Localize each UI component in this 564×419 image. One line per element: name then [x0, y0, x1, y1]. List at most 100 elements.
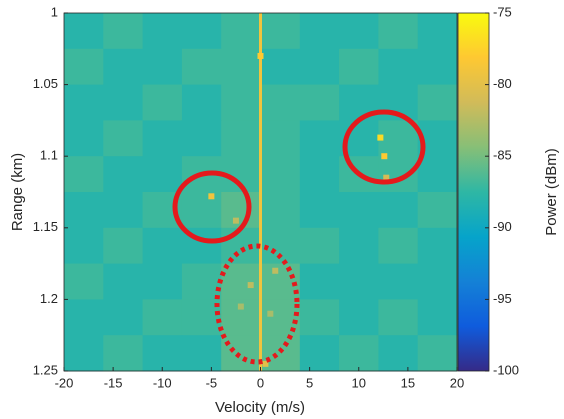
hot-spot: [381, 153, 388, 160]
heat-cell: [181, 192, 222, 229]
hot-spot: [272, 267, 279, 274]
colorbar-label: Power (dBm): [543, 148, 560, 236]
heat-cell: [142, 227, 183, 265]
heat-cell: [339, 227, 379, 265]
colorbar-tick-label: -85: [493, 148, 512, 163]
hot-spot: [262, 360, 269, 367]
heat-cell: [339, 263, 379, 300]
heat-cell: [260, 13, 301, 50]
x-tick-label: 15: [401, 375, 415, 390]
heat-cell: [142, 299, 183, 336]
heat-cell: [181, 48, 222, 86]
heat-cell: [64, 120, 104, 157]
colorbar-tick-label: -90: [493, 219, 512, 234]
heat-cell: [103, 84, 144, 121]
heat-cell: [417, 48, 458, 86]
heat-cell: [378, 335, 419, 372]
heat-cell: [181, 120, 222, 157]
heat-cell: [142, 84, 183, 121]
y-tick-label: 1.2: [40, 291, 58, 306]
heat-cell: [417, 192, 458, 229]
heat-cell: [221, 263, 261, 300]
heat-cell: [142, 156, 183, 193]
heat-cell: [417, 335, 458, 372]
colorbar: [457, 12, 490, 372]
heat-cell: [378, 13, 419, 50]
dashed-annotation: [214, 243, 300, 365]
heat-cell: [64, 84, 104, 121]
heat-cell: [103, 120, 144, 157]
heat-cell: [417, 156, 458, 193]
heat-cell: [260, 48, 301, 86]
heat-cell: [64, 156, 104, 193]
heat-cell: [103, 13, 144, 50]
y-tick-label: 1: [51, 4, 58, 19]
heat-cell: [142, 120, 183, 157]
x-tick-label: -20: [55, 375, 74, 390]
heat-cell: [142, 335, 183, 372]
heat-cell: [64, 335, 104, 372]
x-tick-label: -5: [206, 375, 218, 390]
hot-spot: [377, 134, 384, 141]
colorbar-tick-label: -75: [493, 4, 512, 19]
x-tick-label: 0: [257, 375, 264, 390]
heat-cell: [339, 299, 379, 336]
hot-spot: [247, 282, 254, 289]
x-tick-label: 20: [450, 375, 464, 390]
annotations: [172, 109, 426, 365]
heat-cell: [260, 120, 301, 157]
heat-cell: [221, 13, 261, 50]
heat-cell: [260, 156, 301, 193]
heat-cell: [417, 84, 458, 121]
x-tick-label: 10: [352, 375, 366, 390]
circle-annotation: [342, 109, 426, 185]
heat-cell: [339, 48, 379, 86]
heat-cell: [299, 120, 340, 157]
heat-cell: [103, 335, 144, 372]
heat-cell: [378, 192, 419, 229]
heat-cell: [299, 13, 340, 50]
heat-cell: [181, 263, 222, 300]
heat-cell: [221, 192, 261, 229]
y-tick-label: 1.15: [33, 219, 58, 234]
heat-cell: [103, 48, 144, 86]
heat-cell: [221, 227, 261, 265]
heat-cell: [260, 263, 301, 300]
heat-cell: [64, 192, 104, 229]
heat-cell: [103, 227, 144, 265]
heat-cell: [260, 84, 301, 121]
x-tick-label: -10: [153, 375, 172, 390]
circle-annotation: [172, 170, 252, 244]
heat-cell: [339, 335, 379, 372]
heat-cell: [181, 335, 222, 372]
heat-cell: [339, 13, 379, 50]
hot-spot: [208, 193, 215, 200]
heat-cell: [299, 84, 340, 121]
heat-cell: [64, 48, 104, 86]
y-tick-label: 1.25: [33, 362, 58, 377]
colorbar-tick-label: -80: [493, 76, 512, 91]
heat-cell: [417, 227, 458, 265]
plot-area: [64, 13, 458, 372]
heat-cell: [181, 13, 222, 50]
heat-cell: [142, 48, 183, 86]
x-axis-label: Velocity (m/s): [215, 399, 305, 416]
colorbar-tick-label: -95: [493, 291, 512, 306]
heat-cell: [142, 263, 183, 300]
heat-cell: [299, 156, 340, 193]
hot-spot: [257, 52, 264, 59]
hot-spot: [383, 174, 390, 181]
heat-cell: [378, 299, 419, 336]
heat-cell: [181, 84, 222, 121]
heat-cell: [221, 335, 261, 372]
heat-cell: [103, 299, 144, 336]
hot-spot: [237, 303, 244, 310]
heat-cell: [64, 13, 104, 50]
heat-cell: [221, 84, 261, 121]
heat-cell: [299, 335, 340, 372]
heat-cell: [260, 192, 301, 229]
heat-cell: [378, 227, 419, 265]
heat-cell: [299, 227, 340, 265]
heat-cell: [378, 263, 419, 300]
